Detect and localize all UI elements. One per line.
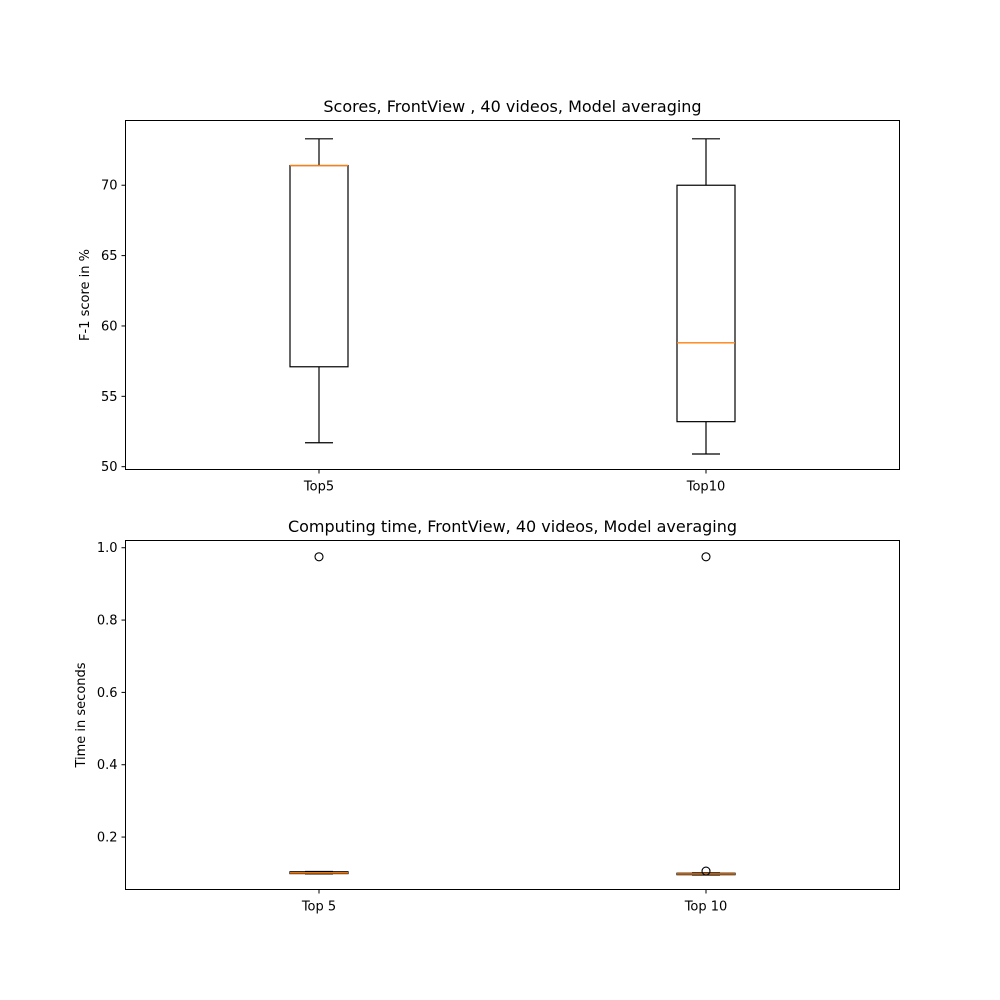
y-tick-label: 50	[101, 460, 118, 475]
y-tick-label: 70	[101, 179, 118, 194]
outlier-point	[701, 866, 711, 876]
x-tick-label: Top 5	[301, 900, 336, 915]
x-tick-label: Top 10	[684, 900, 728, 915]
chart-title: Computing time, FrontView, 40 videos, Mo…	[288, 517, 737, 536]
y-ticks: 50 55 60 65 70	[101, 179, 126, 475]
box-top10	[676, 138, 736, 455]
outlier-point	[701, 552, 711, 562]
x-ticks: Top5 Top10	[303, 469, 725, 495]
y-tick-label: 60	[101, 319, 118, 334]
plot-frame	[125, 540, 900, 890]
y-axis-label: Time in seconds	[74, 662, 89, 768]
box-top-5	[289, 552, 349, 875]
plot-frame	[125, 120, 900, 470]
box-top-10	[676, 552, 736, 876]
y-ticks: 0.2 0.4 0.6 0.8 1.0	[97, 541, 126, 846]
scores-panel: Scores, FrontView , 40 videos, Model ave…	[78, 97, 900, 495]
iqr-box	[676, 184, 736, 423]
y-tick-label: 1.0	[97, 541, 118, 556]
outlier-point	[314, 552, 324, 562]
y-tick-label: 0.4	[97, 758, 118, 773]
y-tick-label: 0.2	[97, 831, 118, 846]
chart-title: Scores, FrontView , 40 videos, Model ave…	[323, 97, 701, 116]
x-ticks: Top 5 Top 10	[301, 889, 728, 915]
box-top5	[289, 138, 349, 444]
y-tick-label: 55	[101, 390, 118, 405]
y-axis-label: F-1 score in %	[78, 249, 93, 341]
computing-time-panel: Computing time, FrontView, 40 videos, Mo…	[74, 517, 900, 915]
boxes	[289, 552, 736, 876]
y-tick-label: 0.6	[97, 686, 118, 701]
x-tick-label: Top5	[303, 480, 334, 495]
y-tick-label: 65	[101, 249, 118, 264]
y-tick-label: 0.8	[97, 614, 118, 629]
boxes	[289, 138, 736, 455]
x-tick-label: Top10	[686, 480, 725, 495]
